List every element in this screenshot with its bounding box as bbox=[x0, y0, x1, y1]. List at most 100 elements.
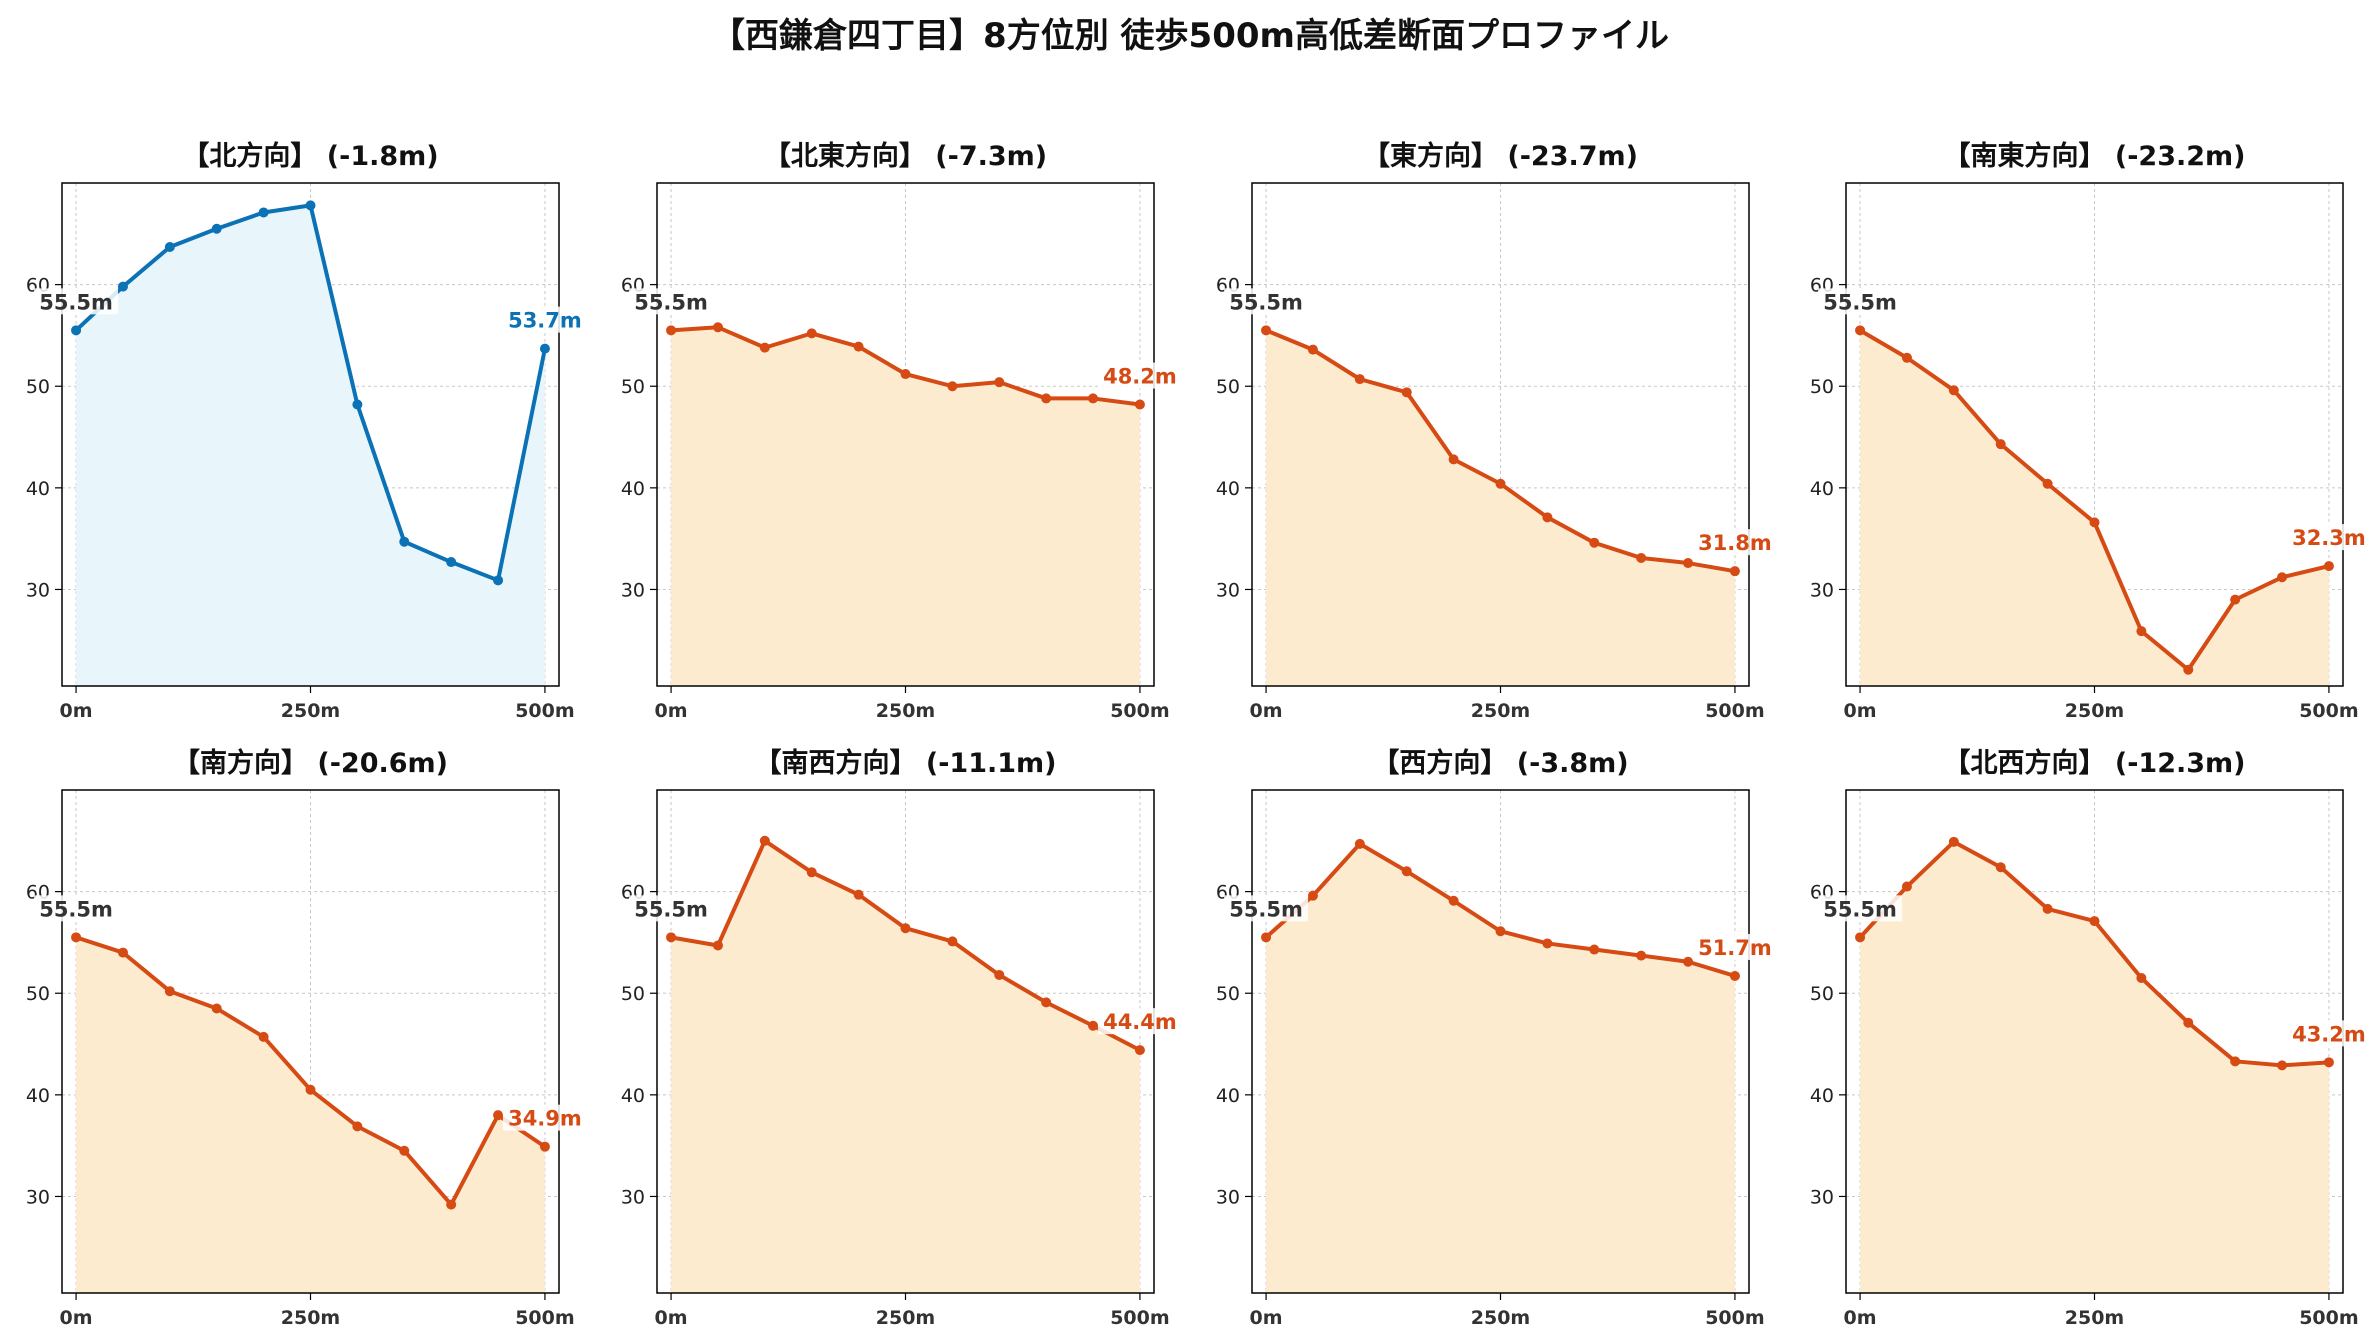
y-tick-label: 30 bbox=[1810, 579, 1834, 601]
data-point bbox=[164, 986, 175, 997]
end-label-bg bbox=[502, 306, 587, 333]
data-point bbox=[1901, 881, 1912, 892]
y-tick-label: 50 bbox=[26, 376, 50, 398]
data-point bbox=[164, 242, 175, 253]
data-point bbox=[1401, 866, 1412, 877]
data-point bbox=[1855, 325, 1866, 336]
x-tick-label: 0m bbox=[1844, 1307, 1877, 1329]
data-point bbox=[1495, 926, 1506, 937]
x-tick-label: 0m bbox=[655, 700, 688, 722]
x-tick-label: 0m bbox=[655, 1307, 688, 1329]
y-tick-label: 40 bbox=[621, 478, 645, 500]
profile-area bbox=[1266, 843, 1735, 1293]
data-point bbox=[1636, 950, 1647, 961]
x-tick-label: 250m bbox=[1471, 700, 1530, 722]
data-point bbox=[446, 557, 457, 568]
data-point bbox=[1683, 956, 1694, 967]
start-elevation-label: 55.5m bbox=[1229, 290, 1303, 314]
end-elevation-label: 48.2m bbox=[1103, 365, 1177, 389]
x-tick-label: 500m bbox=[1110, 1307, 1169, 1329]
subplot-title: 【南西方向】 (-11.1m) bbox=[754, 747, 1056, 779]
x-tick-label: 0m bbox=[60, 1307, 93, 1329]
data-point bbox=[1948, 385, 1959, 396]
y-tick-label: 30 bbox=[26, 579, 50, 601]
data-point bbox=[1307, 344, 1318, 355]
data-point bbox=[1683, 558, 1694, 569]
data-point bbox=[2183, 1017, 2194, 1028]
data-point bbox=[2323, 1057, 2334, 1068]
data-point bbox=[117, 947, 128, 958]
data-point bbox=[1307, 890, 1318, 901]
x-tick-label: 500m bbox=[1110, 700, 1169, 722]
subplot-title: 【南東方向】 (-23.2m) bbox=[1943, 140, 2245, 172]
data-point bbox=[994, 377, 1005, 388]
start-label-bg bbox=[34, 288, 119, 315]
profile-area bbox=[671, 327, 1140, 686]
y-tick-label: 40 bbox=[1216, 1085, 1240, 1107]
y-tick-label: 30 bbox=[26, 1186, 50, 1208]
x-tick-label: 250m bbox=[281, 700, 340, 722]
profile-area bbox=[76, 937, 545, 1293]
subplot-title: 【西方向】 (-3.8m) bbox=[1372, 747, 1628, 779]
end-label-bg bbox=[2286, 524, 2371, 551]
y-tick-label: 40 bbox=[26, 478, 50, 500]
data-point bbox=[211, 223, 222, 234]
end-elevation-label: 32.3m bbox=[2292, 526, 2366, 550]
data-point bbox=[399, 1145, 410, 1156]
data-point bbox=[493, 575, 504, 586]
data-point bbox=[759, 835, 770, 846]
data-point bbox=[1134, 399, 1145, 410]
y-tick-label: 50 bbox=[1810, 376, 1834, 398]
subplot-title: 【南方向】 (-20.6m) bbox=[173, 747, 448, 779]
data-point bbox=[305, 1084, 316, 1095]
x-tick-label: 250m bbox=[876, 1307, 935, 1329]
x-tick-label: 500m bbox=[2299, 700, 2358, 722]
end-label-bg bbox=[1692, 933, 1777, 960]
data-point bbox=[539, 343, 550, 354]
start-elevation-label: 55.5m bbox=[1823, 290, 1897, 314]
x-tick-label: 500m bbox=[1705, 1307, 1764, 1329]
x-tick-label: 500m bbox=[1705, 700, 1764, 722]
y-tick-label: 40 bbox=[26, 1085, 50, 1107]
y-tick-label: 30 bbox=[621, 1186, 645, 1208]
data-point bbox=[900, 369, 911, 380]
start-elevation-label: 55.5m bbox=[39, 897, 113, 921]
x-tick-label: 500m bbox=[2299, 1307, 2358, 1329]
data-point bbox=[2183, 664, 2194, 675]
x-tick-label: 500m bbox=[515, 700, 574, 722]
data-point bbox=[853, 341, 864, 352]
data-point bbox=[1995, 439, 2006, 450]
data-point bbox=[666, 325, 677, 336]
data-point bbox=[712, 940, 723, 951]
figure-title: 【西鎌倉四丁目】8方位別 徒歩500m高低差断面プロファイル bbox=[711, 16, 1669, 56]
data-point bbox=[71, 932, 82, 943]
data-point bbox=[1729, 566, 1740, 577]
data-point bbox=[2277, 1060, 2288, 1071]
data-point bbox=[539, 1141, 550, 1152]
subplot-title: 【東方向】 (-23.7m) bbox=[1363, 140, 1638, 172]
data-point bbox=[1901, 352, 1912, 363]
data-point bbox=[1542, 512, 1553, 523]
start-label-bg bbox=[629, 895, 714, 922]
start-label-bg bbox=[34, 895, 119, 922]
subplot-title: 【北方向】 (-1.8m) bbox=[182, 140, 438, 172]
x-tick-label: 250m bbox=[2065, 1307, 2124, 1329]
data-point bbox=[446, 1199, 457, 1210]
data-point bbox=[806, 328, 817, 339]
y-tick-label: 50 bbox=[1216, 983, 1240, 1005]
data-point bbox=[1261, 932, 1272, 943]
data-point bbox=[258, 1031, 269, 1042]
end-elevation-label: 31.8m bbox=[1698, 531, 1772, 555]
data-point bbox=[258, 207, 269, 218]
x-tick-label: 250m bbox=[2065, 700, 2124, 722]
data-point bbox=[759, 342, 770, 353]
data-point bbox=[1495, 478, 1506, 489]
data-point bbox=[1542, 938, 1553, 949]
data-point bbox=[666, 932, 677, 943]
y-tick-label: 50 bbox=[1216, 376, 1240, 398]
data-point bbox=[117, 281, 128, 292]
